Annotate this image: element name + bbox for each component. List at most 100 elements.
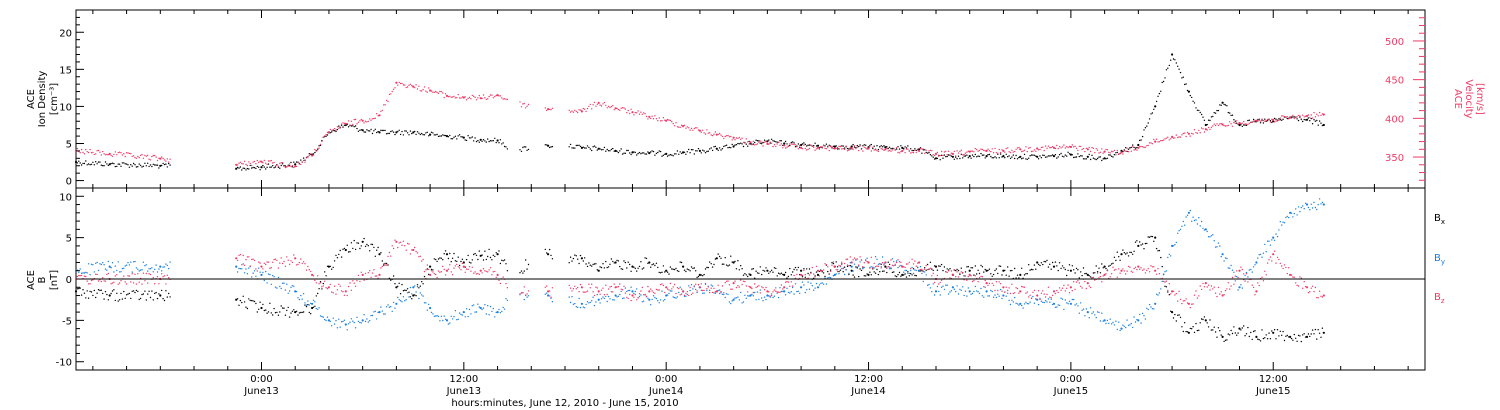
bz-dot xyxy=(825,264,828,266)
velocity-dot xyxy=(1285,116,1287,118)
bz-dot xyxy=(447,268,450,270)
velocity-dot xyxy=(1220,122,1222,125)
bx-dot xyxy=(689,270,691,272)
velocity-dot xyxy=(1044,145,1047,147)
velocity-dot xyxy=(879,146,881,148)
ion-density-dot xyxy=(1213,112,1215,114)
velocity-point xyxy=(968,150,971,153)
bz-dot xyxy=(828,273,830,275)
bz-dot xyxy=(1157,268,1159,270)
by-dot xyxy=(1269,244,1272,246)
velocity-dot xyxy=(1288,118,1290,120)
by-dot xyxy=(290,286,292,288)
ion-density-dot xyxy=(117,163,119,165)
by-dot xyxy=(273,276,275,278)
bz-dot xyxy=(1297,285,1300,287)
ion-density-dot xyxy=(1264,118,1266,120)
ion-density-dot xyxy=(405,130,407,132)
ion-density-dot xyxy=(485,141,487,143)
velocity-dot xyxy=(1094,152,1096,154)
velocity-dot xyxy=(1293,117,1296,120)
velocity-dot xyxy=(385,99,388,102)
bx-point xyxy=(934,265,938,268)
ion-density-dot xyxy=(700,152,702,154)
by-dot xyxy=(1146,307,1148,309)
velocity-dot xyxy=(980,148,982,150)
bz-dot xyxy=(709,291,711,294)
ion-density-dot xyxy=(859,144,861,146)
ion-density-dot xyxy=(364,131,367,133)
velocity-dot xyxy=(430,90,433,92)
by-dot xyxy=(436,315,438,317)
bx-dot xyxy=(578,262,580,265)
bz-dot xyxy=(992,284,995,287)
bx-dot xyxy=(1075,267,1078,270)
ion-density-dot xyxy=(721,148,724,150)
by-dot xyxy=(744,294,746,296)
bx-dot xyxy=(1126,252,1128,254)
by-point xyxy=(159,265,162,268)
by-dot xyxy=(737,296,739,298)
bz-dot xyxy=(145,272,147,275)
ion-density-dot xyxy=(887,147,889,150)
by-point xyxy=(1036,298,1039,301)
velocity-point xyxy=(614,107,617,110)
bx-dot xyxy=(1014,267,1016,270)
bz-dot xyxy=(1303,281,1305,283)
bz-dot xyxy=(843,262,846,265)
bz-dot xyxy=(443,268,445,271)
bx-dot xyxy=(634,267,636,270)
ion-density-dot xyxy=(523,146,525,148)
bx-dot xyxy=(1094,272,1096,274)
velocity-point xyxy=(934,152,938,155)
bz-dot xyxy=(821,270,823,272)
velocity-dot xyxy=(336,126,339,128)
velocity-dot xyxy=(245,163,247,166)
ion-density-dot xyxy=(1273,117,1276,120)
bz-dot xyxy=(127,275,129,277)
bz-dot xyxy=(994,289,996,292)
by-dot xyxy=(870,266,872,268)
velocity-dot xyxy=(384,104,386,106)
bz-point xyxy=(884,261,887,264)
bx-dot xyxy=(973,274,975,276)
by-dot xyxy=(804,291,806,294)
by-dot xyxy=(272,274,274,277)
by-dot xyxy=(385,306,388,308)
bz-dot xyxy=(769,295,771,297)
by-dot xyxy=(308,304,310,306)
bz-dot xyxy=(710,287,712,289)
ion-density-dot xyxy=(142,165,145,167)
bz-dot xyxy=(1143,268,1145,270)
by-point xyxy=(968,290,971,293)
ion-density-dot xyxy=(1181,77,1183,79)
bz-dot xyxy=(168,277,170,279)
ion-density-point xyxy=(1019,155,1022,158)
bx-dot xyxy=(835,261,837,263)
by-dot xyxy=(1071,298,1074,301)
bx-dot xyxy=(121,298,124,300)
velocity-dot xyxy=(488,95,490,98)
bx-dot xyxy=(363,237,365,240)
ion-density-dot xyxy=(1005,153,1007,155)
bz-dot xyxy=(1115,268,1117,271)
bx-dot xyxy=(1112,262,1114,264)
velocity-dot xyxy=(595,105,597,107)
by-dot xyxy=(1126,319,1128,321)
ion-density-dot xyxy=(970,157,972,159)
velocity-dot xyxy=(1237,123,1239,125)
by-dot xyxy=(460,313,462,316)
bz-dot xyxy=(423,270,426,273)
velocity-dot xyxy=(1057,147,1059,150)
velocity-dot xyxy=(456,97,458,99)
ion-density-dot xyxy=(87,163,90,165)
ion-density-dot xyxy=(139,164,142,167)
bx-dot xyxy=(90,291,93,293)
bz-point xyxy=(1322,294,1325,297)
by-dot xyxy=(1073,298,1075,301)
velocity-dot xyxy=(1122,153,1124,155)
by-dot xyxy=(1240,284,1242,286)
bx-dot xyxy=(683,269,686,271)
ion-density-dot xyxy=(1261,119,1263,121)
velocity-dot xyxy=(592,104,594,106)
